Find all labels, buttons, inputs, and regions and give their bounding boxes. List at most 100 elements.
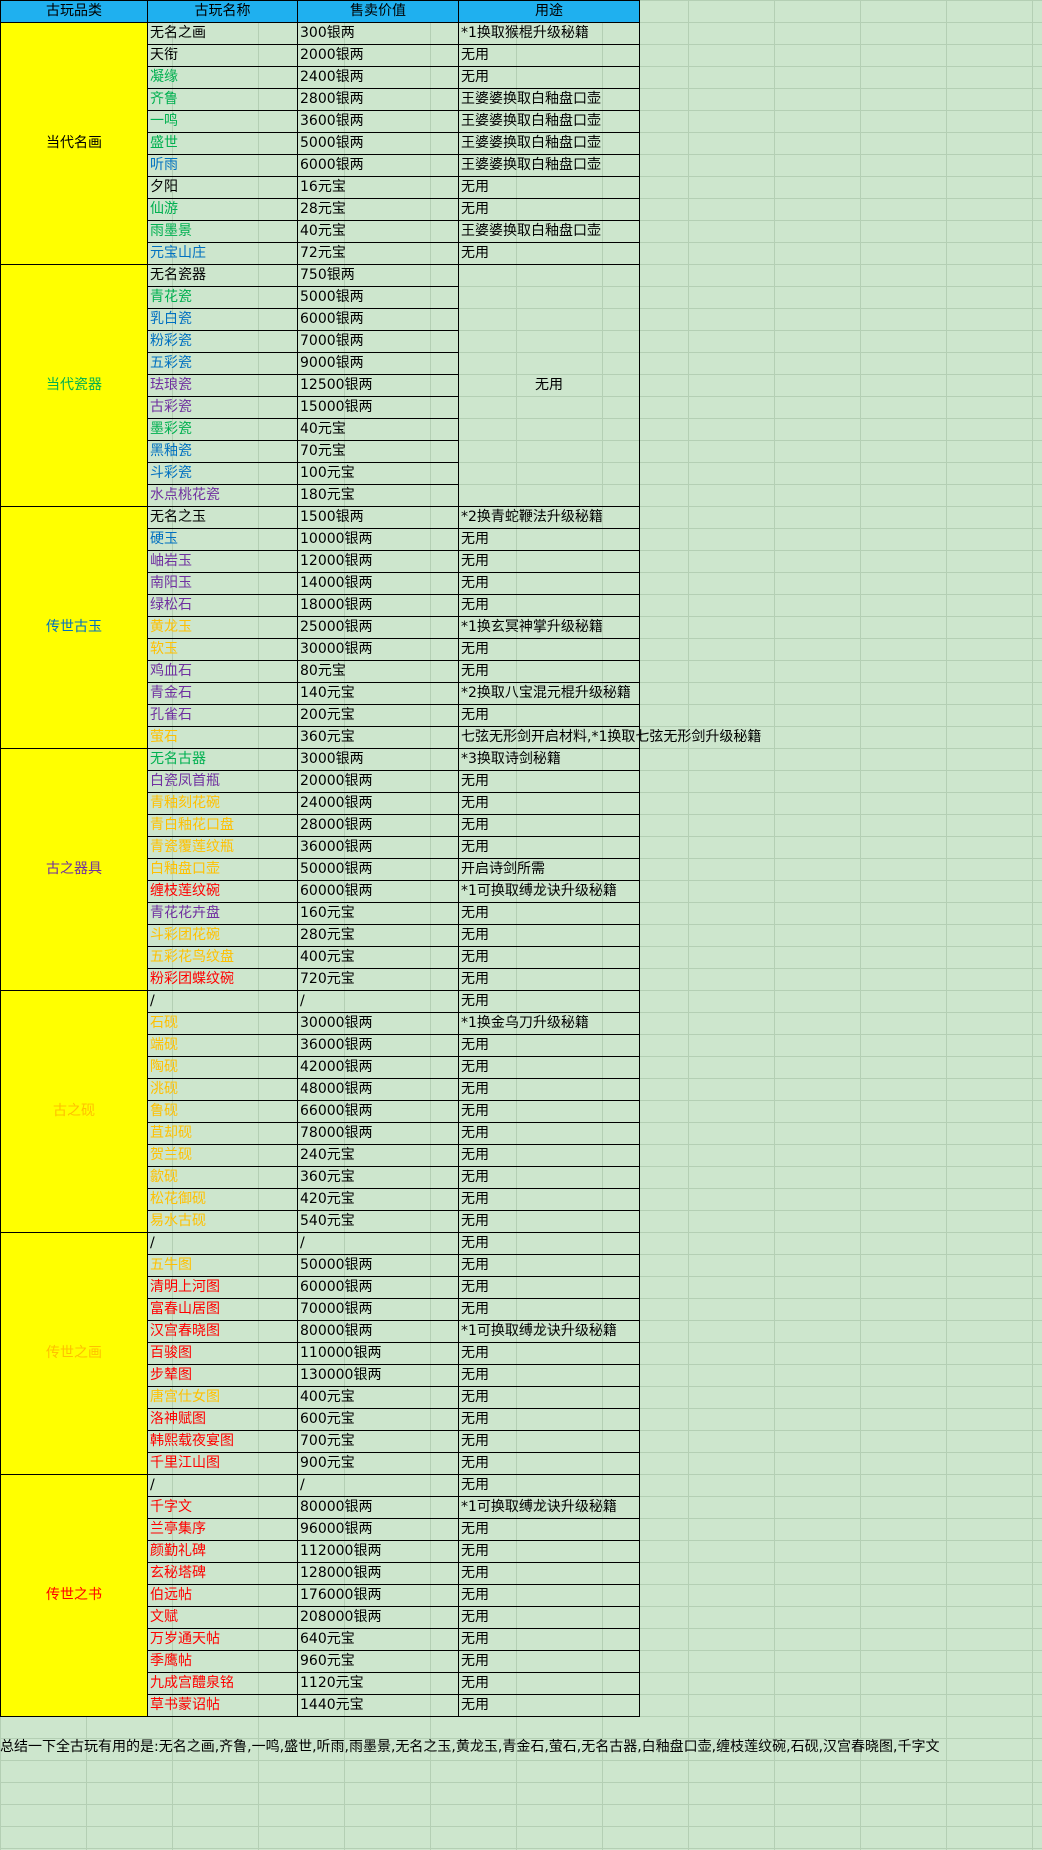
item-name-cell[interactable]: 南阳玉 — [147, 572, 298, 595]
item-use-cell[interactable]: 王婆婆换取白釉盘口壶 — [458, 220, 640, 243]
item-price-cell[interactable]: 40元宝 — [297, 220, 459, 243]
item-price-cell[interactable]: 28元宝 — [297, 198, 459, 221]
item-use-cell[interactable]: 无用 — [458, 1254, 640, 1277]
item-use-cell[interactable]: 无用 — [458, 1034, 640, 1057]
item-price-cell[interactable]: 40元宝 — [297, 418, 459, 441]
item-use-cell[interactable]: 无用 — [458, 594, 640, 617]
item-price-cell[interactable]: 900元宝 — [297, 1452, 459, 1475]
item-name-cell[interactable]: 凝缘 — [147, 66, 298, 89]
item-price-cell[interactable]: 18000银两 — [297, 594, 459, 617]
item-price-cell[interactable]: 208000银两 — [297, 1606, 459, 1629]
item-use-cell[interactable]: 无用 — [458, 1518, 640, 1541]
item-price-cell[interactable]: 420元宝 — [297, 1188, 459, 1211]
item-use-cell[interactable]: 无用 — [458, 814, 640, 837]
item-use-cell[interactable]: 无用 — [458, 572, 640, 595]
item-price-cell[interactable]: 36000银两 — [297, 836, 459, 859]
item-name-cell[interactable]: / — [147, 990, 298, 1013]
item-price-cell[interactable]: 80000银两 — [297, 1496, 459, 1519]
item-price-cell[interactable]: 66000银两 — [297, 1100, 459, 1123]
item-name-cell[interactable]: 九成宫醴泉铭 — [147, 1672, 298, 1695]
header-use[interactable]: 用途 — [458, 0, 640, 23]
item-name-cell[interactable]: 洮砚 — [147, 1078, 298, 1101]
item-price-cell[interactable]: 16元宝 — [297, 176, 459, 199]
item-price-cell[interactable]: 2400银两 — [297, 66, 459, 89]
item-use-cell[interactable]: 王婆婆换取白釉盘口壶 — [458, 154, 640, 177]
item-price-cell[interactable]: 240元宝 — [297, 1144, 459, 1167]
item-price-cell[interactable]: 30000银两 — [297, 638, 459, 661]
item-name-cell[interactable]: 五牛图 — [147, 1254, 298, 1277]
item-name-cell[interactable]: 天衔 — [147, 44, 298, 67]
item-price-cell[interactable]: 400元宝 — [297, 946, 459, 969]
item-name-cell[interactable]: 白釉盘口壶 — [147, 858, 298, 881]
item-name-cell[interactable]: 唐宫仕女图 — [147, 1386, 298, 1409]
item-name-cell[interactable]: 青釉刻花碗 — [147, 792, 298, 815]
item-price-cell[interactable]: 720元宝 — [297, 968, 459, 991]
item-use-cell[interactable]: 无用 — [458, 924, 640, 947]
item-price-cell[interactable]: 160元宝 — [297, 902, 459, 925]
item-name-cell[interactable]: 兰亭集序 — [147, 1518, 298, 1541]
item-price-cell[interactable]: 60000银两 — [297, 880, 459, 903]
item-name-cell[interactable]: 绿松石 — [147, 594, 298, 617]
item-use-cell[interactable]: 无用 — [458, 1408, 640, 1431]
item-price-cell[interactable]: 6000银两 — [297, 154, 459, 177]
item-price-cell[interactable]: / — [297, 1232, 459, 1255]
item-price-cell[interactable]: 7000银两 — [297, 330, 459, 353]
item-price-cell[interactable]: 100元宝 — [297, 462, 459, 485]
item-name-cell[interactable]: 斗彩团花碗 — [147, 924, 298, 947]
item-use-cell[interactable]: 无用 — [458, 1166, 640, 1189]
item-name-cell[interactable]: 缠枝莲纹碗 — [147, 880, 298, 903]
item-use-cell[interactable]: 无用 — [458, 704, 640, 727]
item-use-cell[interactable]: 七弦无形剑开启材料,*1换取七弦无形剑升级秘籍 — [458, 726, 761, 749]
item-name-cell[interactable]: 元宝山庄 — [147, 242, 298, 265]
item-name-cell[interactable]: 步辇图 — [147, 1364, 298, 1387]
item-name-cell[interactable]: 孔雀石 — [147, 704, 298, 727]
item-use-cell[interactable]: 无用 — [458, 1452, 640, 1475]
item-use-cell[interactable]: 无用 — [458, 1672, 640, 1695]
item-name-cell[interactable]: 韩熙载夜宴图 — [147, 1430, 298, 1453]
item-use-cell[interactable]: 无用 — [458, 176, 640, 199]
item-name-cell[interactable]: 古彩瓷 — [147, 396, 298, 419]
item-use-cell[interactable]: 无用 — [458, 902, 640, 925]
item-use-cell[interactable]: 无用 — [458, 836, 640, 859]
category-cell[interactable]: 传世之书 — [0, 1474, 148, 1717]
item-price-cell[interactable]: 5000银两 — [297, 286, 459, 309]
item-name-cell[interactable]: 黄龙玉 — [147, 616, 298, 639]
item-name-cell[interactable]: 伯远帖 — [147, 1584, 298, 1607]
item-price-cell[interactable]: 24000银两 — [297, 792, 459, 815]
item-price-cell[interactable]: 30000银两 — [297, 1012, 459, 1035]
item-price-cell[interactable]: 140元宝 — [297, 682, 459, 705]
item-use-cell[interactable]: 王婆婆换取白釉盘口壶 — [458, 132, 640, 155]
item-use-cell[interactable]: 无用 — [458, 1078, 640, 1101]
item-price-cell[interactable]: 15000银两 — [297, 396, 459, 419]
item-name-cell[interactable]: 夕阳 — [147, 176, 298, 199]
item-name-cell[interactable]: 墨彩瓷 — [147, 418, 298, 441]
item-name-cell[interactable]: 草书蒙诏帖 — [147, 1694, 298, 1717]
header-price[interactable]: 售卖价值 — [297, 0, 459, 23]
item-use-cell[interactable]: 开启诗剑所需 — [458, 858, 640, 881]
item-name-cell[interactable]: 苴却砚 — [147, 1122, 298, 1145]
item-name-cell[interactable]: 白瓷凤首瓶 — [147, 770, 298, 793]
item-name-cell[interactable]: 文赋 — [147, 1606, 298, 1629]
item-name-cell[interactable]: 季鹰帖 — [147, 1650, 298, 1673]
item-price-cell[interactable]: 1500银两 — [297, 506, 459, 529]
item-use-cell[interactable]: *1可换取缚龙诀升级秘籍 — [458, 1320, 640, 1343]
item-name-cell[interactable]: 陶砚 — [147, 1056, 298, 1079]
item-price-cell[interactable]: 300银两 — [297, 22, 459, 45]
item-name-cell[interactable]: 无名之玉 — [147, 506, 298, 529]
item-use-cell[interactable]: *3换取诗剑秘籍 — [458, 748, 640, 771]
item-use-cell[interactable]: 无用 — [458, 44, 640, 67]
item-price-cell[interactable]: 50000银两 — [297, 858, 459, 881]
item-name-cell[interactable]: 齐鲁 — [147, 88, 298, 111]
item-use-cell[interactable]: 无用 — [458, 1694, 640, 1717]
item-use-cell[interactable]: 无用 — [458, 946, 640, 969]
item-use-cell[interactable]: 无用 — [458, 528, 640, 551]
item-name-cell[interactable]: 一鸣 — [147, 110, 298, 133]
item-name-cell[interactable]: 青花花卉盘 — [147, 902, 298, 925]
item-use-cell[interactable]: 王婆婆换取白釉盘口壶 — [458, 88, 640, 111]
item-price-cell[interactable]: 28000银两 — [297, 814, 459, 837]
item-name-cell[interactable]: 鸡血石 — [147, 660, 298, 683]
item-name-cell[interactable]: 五彩花鸟纹盘 — [147, 946, 298, 969]
item-name-cell[interactable]: 仙游 — [147, 198, 298, 221]
item-use-cell[interactable]: 无用 — [458, 770, 640, 793]
item-price-cell[interactable]: 70000银两 — [297, 1298, 459, 1321]
